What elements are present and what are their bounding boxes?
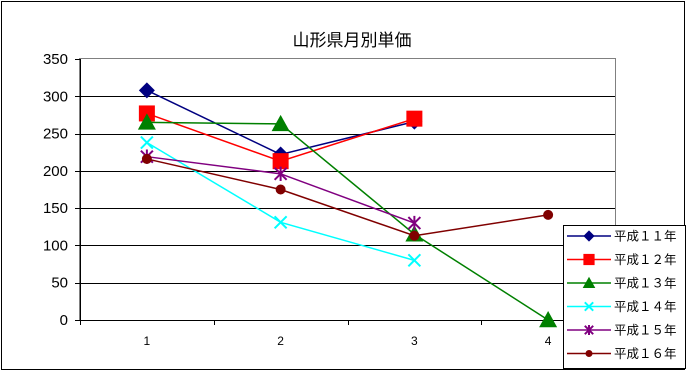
data-point [273,215,288,230]
data-point [273,166,288,182]
legend-item: 平成１２年 [567,252,677,267]
y-tick-label: 200 [43,163,68,180]
legend-label: 平成１１年 [614,229,677,244]
y-tick-label: 350 [43,51,68,68]
x-tick-label: 4 [545,334,552,348]
legend-item: 平成１３年 [567,276,677,291]
data-point [138,82,155,99]
series-line [146,158,549,237]
data-point [141,153,152,164]
legend-label: 平成１３年 [614,276,677,291]
y-tick-label: 150 [43,200,68,217]
legend-marker [582,276,596,289]
y-tick-label: 300 [43,88,68,105]
gridlines [80,96,615,284]
y-tick-label: 250 [43,126,68,143]
legend-marker [583,253,595,266]
data-point [409,230,420,241]
y-tick-label: 0 [60,312,68,329]
legend-marker [584,324,594,336]
y-axis: 0 50 100 150 200 250 300 350 [43,51,81,329]
legend-marker [585,350,593,357]
data-point [272,153,289,170]
legend-item: 平成１６年 [567,346,677,361]
legend-label: 平成１４年 [614,299,677,314]
legend-label: 平成１６年 [614,346,677,361]
legend-item: 平成１１年 [567,229,677,244]
legend-marker [583,230,595,242]
legend-item: 平成１５年 [567,323,677,338]
series-6 [141,153,554,241]
data-point [137,113,156,130]
series-line [146,121,549,321]
legend-marker [584,301,594,312]
data-point [406,110,423,127]
data-point [407,253,422,268]
x-tick-label: 3 [411,334,418,348]
data-point [407,215,422,231]
chart-title: 山形県月別単価 [293,31,412,51]
x-tick-label: 1 [144,334,151,348]
data-point [275,184,286,195]
data-point [543,209,554,220]
data-point [271,114,290,132]
y-tick-label: 50 [51,275,68,292]
data-point [140,135,154,150]
plot-area [79,58,616,321]
legend-label: 平成１５年 [614,323,677,338]
data-point [539,311,558,328]
legend-label: 平成１２年 [614,252,677,267]
series-group [137,82,558,328]
legend-box [563,225,686,369]
legend-item: 平成１４年 [567,299,677,314]
x-tick-label: 2 [277,334,284,348]
y-tick-label: 100 [43,237,68,254]
